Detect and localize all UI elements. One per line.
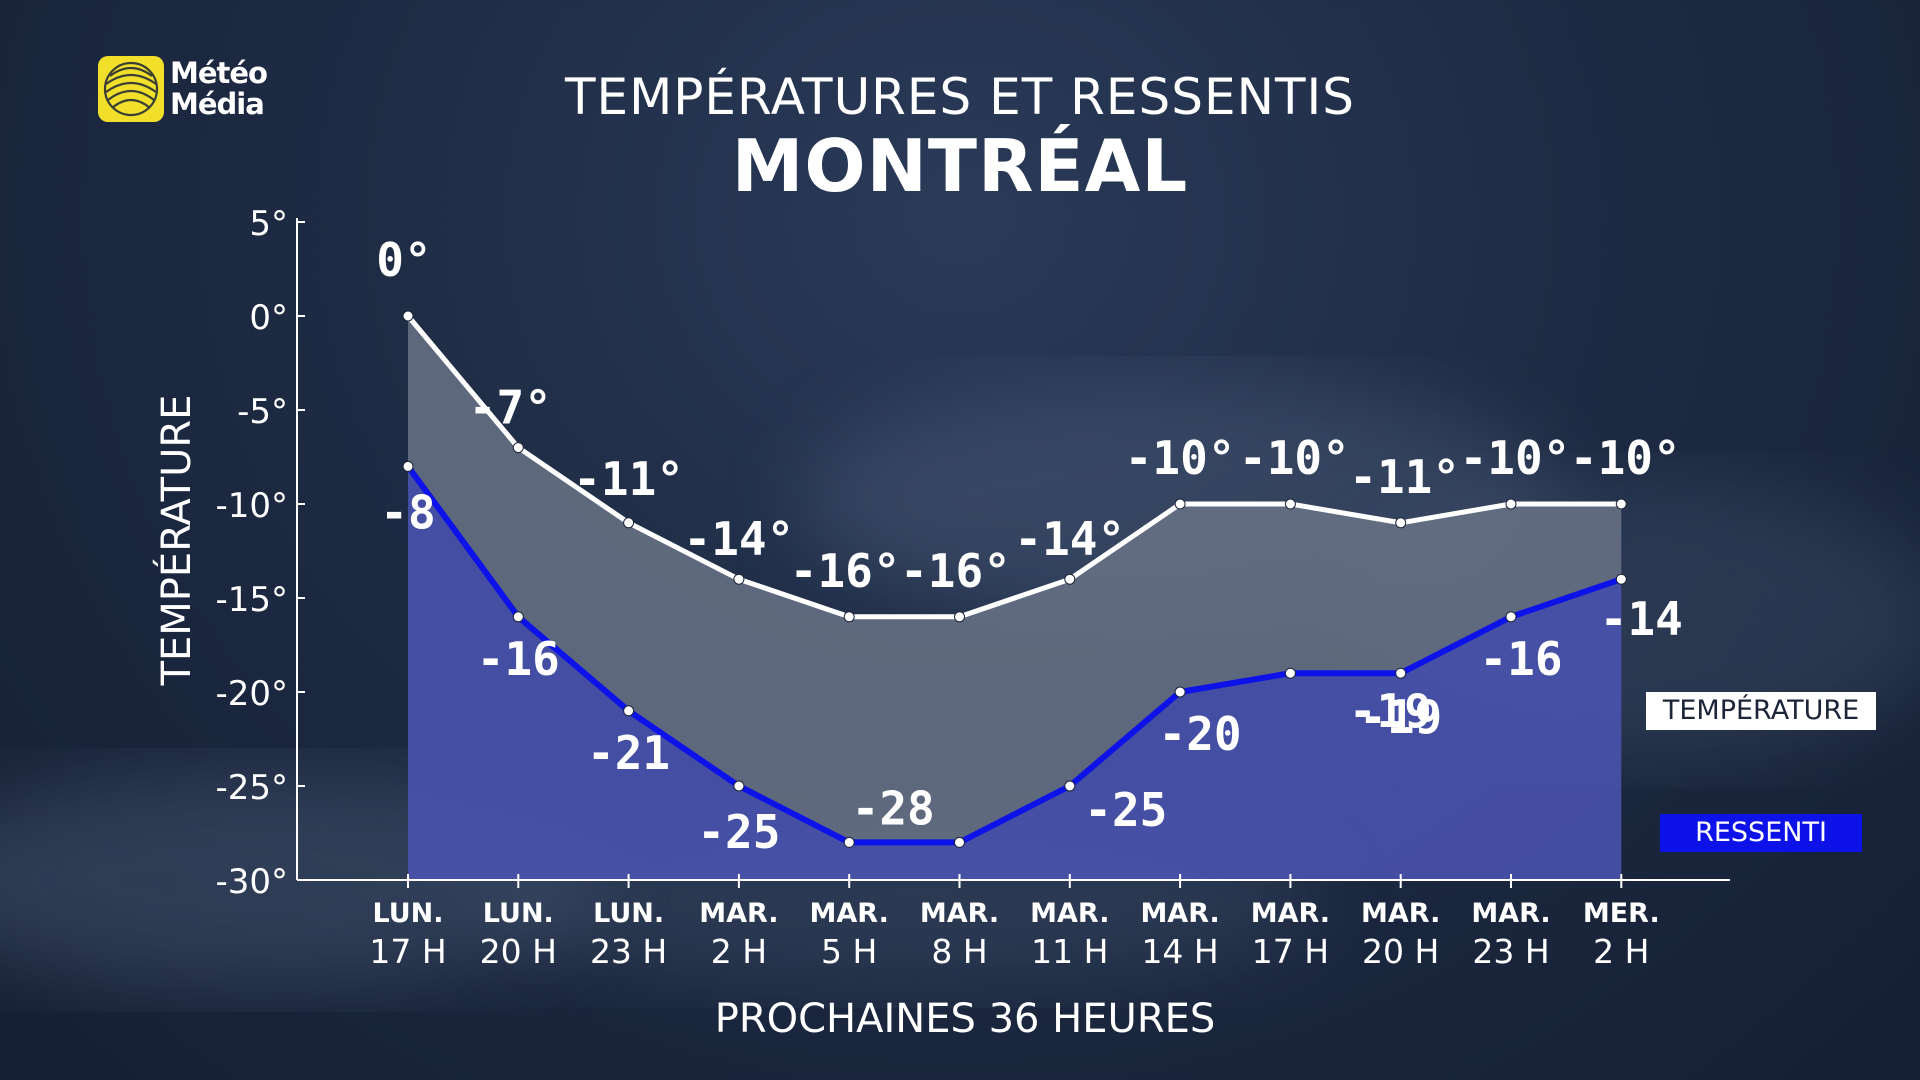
- y-tick-label: -30°: [215, 862, 288, 902]
- meteomedia-logo: Météo Média: [98, 56, 278, 126]
- temperature-point: [1615, 498, 1627, 510]
- temperature-data-label: -11°: [1349, 450, 1460, 504]
- x-tick-day: MAR.: [1471, 898, 1550, 929]
- temperature-point: [1505, 498, 1517, 510]
- chart-title: TEMPÉRATURES ET RESSENTIS: [564, 68, 1355, 126]
- y-tick-label: 5°: [249, 204, 288, 244]
- temperature-data-label: -10°: [1570, 431, 1681, 485]
- feels-like-point: [1064, 780, 1076, 792]
- x-tick-hour: 23 H: [1472, 932, 1549, 971]
- x-tick-day: MAR.: [1140, 898, 1219, 929]
- x-tick-hour: 17 H: [1252, 932, 1329, 971]
- x-tick-hour: 2 H: [711, 932, 767, 971]
- feels-like-point: [623, 705, 635, 717]
- x-tick-hour: 20 H: [480, 932, 557, 971]
- x-tick-day: MAR.: [699, 898, 778, 929]
- temperature-point: [1395, 517, 1407, 529]
- legend-feels-like: RESSENTI: [1660, 814, 1862, 852]
- x-tick-day: LUN.: [593, 898, 664, 929]
- feels-like-point: [1174, 686, 1186, 698]
- feels-like-area: [408, 466, 1622, 880]
- x-tick-day: MAR.: [1251, 898, 1330, 929]
- x-tick-hour: 5 H: [821, 932, 877, 971]
- feels-like-data-label: -25: [697, 805, 780, 859]
- x-tick-day: MAR.: [810, 898, 889, 929]
- feels-like-data-label: -28: [852, 781, 935, 835]
- feels-like-point: [1395, 667, 1407, 679]
- feels-like-data-label: -25: [1084, 783, 1167, 837]
- globe-icon: [98, 56, 164, 122]
- x-tick-day: MER.: [1583, 898, 1660, 929]
- feels-like-data-label: -16: [477, 632, 560, 686]
- x-tick-hour: 23 H: [590, 932, 667, 971]
- feels-like-data-label: -20: [1159, 707, 1242, 761]
- temperature-data-label: -11°: [573, 452, 684, 506]
- temperature-point: [1064, 573, 1076, 585]
- temperature-data-label: -10°: [1460, 431, 1571, 485]
- feels-like-data-label: -16: [1479, 632, 1562, 686]
- temperature-point: [733, 573, 745, 585]
- y-tick-label: -25°: [215, 768, 288, 808]
- temperature-data-label: -7°: [469, 381, 552, 435]
- temperature-data-label: -10°: [1239, 431, 1350, 485]
- temperature-point: [843, 611, 855, 623]
- feels-like-point: [512, 611, 524, 623]
- temperature-data-label: 0°: [376, 233, 431, 287]
- x-tick-day: LUN.: [372, 898, 443, 929]
- x-tick-day: MAR.: [1030, 898, 1109, 929]
- feels-like-point: [402, 460, 414, 472]
- x-tick-hour: 20 H: [1362, 932, 1439, 971]
- y-tick-label: 0°: [249, 298, 288, 338]
- y-axis-label: TEMPÉRATURE: [152, 395, 200, 687]
- brand-name: Météo Média: [170, 56, 268, 121]
- y-tick-label: -5°: [237, 392, 288, 432]
- feels-like-point: [1284, 667, 1296, 679]
- brand-line-2: Média: [170, 87, 265, 121]
- x-tick-hour: 14 H: [1141, 932, 1218, 971]
- feels-like-line: [405, 464, 1623, 846]
- temperature-point: [402, 310, 414, 322]
- feels-like-data-label: -19: [1349, 684, 1432, 738]
- temperature-point: [623, 517, 635, 529]
- feels-like-data-label: -8: [380, 485, 435, 539]
- brand-line-1: Météo: [170, 56, 268, 90]
- feels-like-point: [1615, 573, 1627, 585]
- y-tick-label: -15°: [215, 580, 288, 620]
- temperature-point: [512, 442, 524, 454]
- feels-like-point: [954, 836, 965, 848]
- x-tick-hour: 11 H: [1031, 932, 1108, 971]
- legend-temperature: TEMPÉRATURE: [1646, 692, 1876, 730]
- feels-like-point: [733, 780, 745, 792]
- x-tick-hour: 8 H: [931, 932, 987, 971]
- x-axis-label: PROCHAINES 36 HEURES: [714, 996, 1216, 1042]
- y-tick-label: -20°: [215, 674, 288, 714]
- feels-like-data-label: -19: [1359, 690, 1442, 744]
- x-tick-day: MAR.: [920, 898, 999, 929]
- temperature-point: [1284, 498, 1296, 510]
- temperature-data-label: -14°: [1014, 512, 1125, 566]
- x-tick-hour: 17 H: [369, 932, 446, 971]
- chart-subtitle: MONTRÉAL: [731, 124, 1189, 208]
- temperature-area: [408, 316, 1622, 843]
- temperature-data-label: -10°: [1125, 431, 1236, 485]
- y-tick-label: -10°: [215, 486, 288, 526]
- temperature-data-label: -14°: [684, 512, 795, 566]
- temperature-point: [954, 611, 965, 623]
- temperature-data-label: -16°: [790, 544, 901, 598]
- x-tick-hour: 2 H: [1593, 932, 1649, 971]
- temperature-line: [406, 314, 1622, 620]
- feels-like-point: [843, 836, 855, 848]
- x-tick-day: MAR.: [1361, 898, 1440, 929]
- x-tick-day: LUN.: [483, 898, 554, 929]
- temperature-point: [1174, 498, 1186, 510]
- feels-like-point: [1505, 611, 1517, 623]
- feels-like-data-label: -14: [1600, 592, 1683, 646]
- temperature-data-label: -16°: [900, 544, 1011, 598]
- feels-like-data-label: -21: [587, 726, 670, 780]
